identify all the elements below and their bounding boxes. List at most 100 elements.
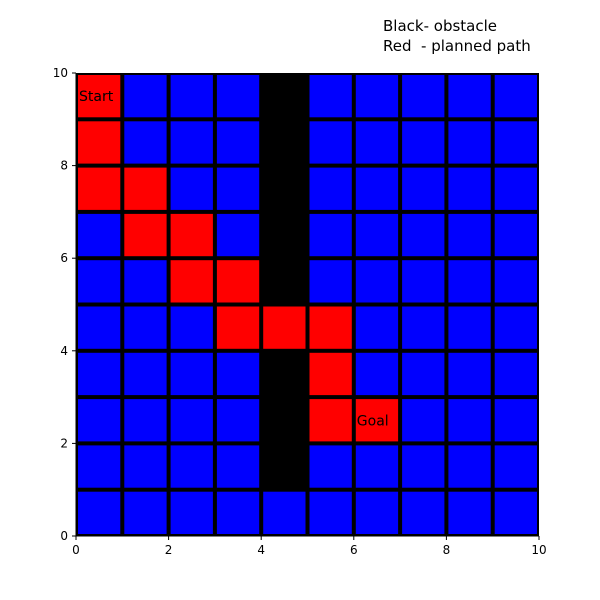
free-cell xyxy=(355,445,399,488)
obstacle-cell xyxy=(263,121,306,164)
path-cell xyxy=(216,306,260,349)
free-cell xyxy=(402,306,445,349)
free-cell xyxy=(170,491,213,534)
free-cell xyxy=(448,213,491,257)
free-cell xyxy=(216,399,260,442)
free-cell xyxy=(402,260,445,303)
y-tick-label: 6 xyxy=(60,251,68,265)
path-cell xyxy=(170,260,213,303)
free-cell xyxy=(494,75,537,118)
free-cell xyxy=(78,399,121,442)
path-cell xyxy=(216,260,260,303)
free-cell xyxy=(355,121,399,164)
y-tick-label: 10 xyxy=(53,66,68,80)
free-cell xyxy=(124,399,167,442)
free-cell xyxy=(402,352,445,396)
y-tick-label: 4 xyxy=(60,344,68,358)
free-cell xyxy=(494,306,537,349)
free-cell xyxy=(355,306,399,349)
free-cell xyxy=(494,445,537,488)
path-cell xyxy=(78,121,121,164)
cell-annotation-start: Start xyxy=(79,89,114,105)
free-cell xyxy=(448,445,491,488)
free-cell xyxy=(78,213,121,257)
free-cell xyxy=(124,445,167,488)
path-cell xyxy=(309,399,352,442)
legend-obstacle-text: Black- obstacle xyxy=(383,17,497,35)
free-cell xyxy=(78,306,121,349)
free-cell xyxy=(494,167,537,210)
free-cell xyxy=(494,399,537,442)
free-cell xyxy=(309,491,352,534)
free-cell xyxy=(309,75,352,118)
free-cell xyxy=(448,399,491,442)
free-cell xyxy=(124,75,167,118)
free-cell xyxy=(355,491,399,534)
free-cell xyxy=(216,167,260,210)
free-cell xyxy=(448,260,491,303)
path-cell xyxy=(78,167,121,210)
free-cell xyxy=(216,445,260,488)
path-cell xyxy=(124,167,167,210)
x-tick-label: 6 xyxy=(350,543,358,557)
free-cell xyxy=(124,306,167,349)
free-cell xyxy=(170,121,213,164)
free-cell xyxy=(170,352,213,396)
x-tick-label: 0 xyxy=(72,543,80,557)
y-tick-label: 0 xyxy=(60,529,68,543)
free-cell xyxy=(448,121,491,164)
obstacle-cell xyxy=(263,213,306,257)
free-cell xyxy=(494,213,537,257)
free-cell xyxy=(170,306,213,349)
free-cell xyxy=(78,445,121,488)
free-cell xyxy=(216,491,260,534)
free-cell xyxy=(402,213,445,257)
obstacle-cell xyxy=(263,260,306,303)
y-tick-label: 2 xyxy=(60,436,68,450)
path-cell xyxy=(124,213,167,257)
free-cell xyxy=(448,491,491,534)
free-cell xyxy=(124,121,167,164)
free-cell xyxy=(309,167,352,210)
y-tick-label: 8 xyxy=(60,159,68,173)
free-cell xyxy=(448,352,491,396)
free-cell xyxy=(216,121,260,164)
x-tick-label: 8 xyxy=(443,543,451,557)
free-cell xyxy=(309,121,352,164)
legend-path-text: Red - planned path xyxy=(383,37,531,55)
free-cell xyxy=(402,75,445,118)
free-cell xyxy=(448,75,491,118)
cell-annotation-goal: Goal xyxy=(357,413,389,429)
free-cell xyxy=(355,213,399,257)
path-cell xyxy=(78,75,121,118)
free-cell xyxy=(78,352,121,396)
path-cell xyxy=(170,213,213,257)
free-cell xyxy=(170,399,213,442)
path-cell xyxy=(355,399,399,442)
free-cell xyxy=(78,260,121,303)
free-cell xyxy=(170,445,213,488)
free-cell xyxy=(170,75,213,118)
free-cell xyxy=(124,491,167,534)
free-cell xyxy=(402,121,445,164)
free-cell xyxy=(216,352,260,396)
obstacle-cell xyxy=(263,445,306,488)
path-cell xyxy=(263,306,306,349)
free-cell xyxy=(402,399,445,442)
free-cell xyxy=(494,260,537,303)
free-cell xyxy=(170,167,213,210)
free-cell xyxy=(402,167,445,210)
obstacle-cell xyxy=(263,167,306,210)
free-cell xyxy=(309,260,352,303)
free-cell xyxy=(402,445,445,488)
free-cell xyxy=(124,352,167,396)
obstacle-cell xyxy=(263,399,306,442)
free-cell xyxy=(124,260,167,303)
free-cell xyxy=(355,167,399,210)
obstacle-cell xyxy=(263,75,306,118)
free-cell xyxy=(494,491,537,534)
x-tick-label: 4 xyxy=(257,543,265,557)
free-cell xyxy=(355,352,399,396)
